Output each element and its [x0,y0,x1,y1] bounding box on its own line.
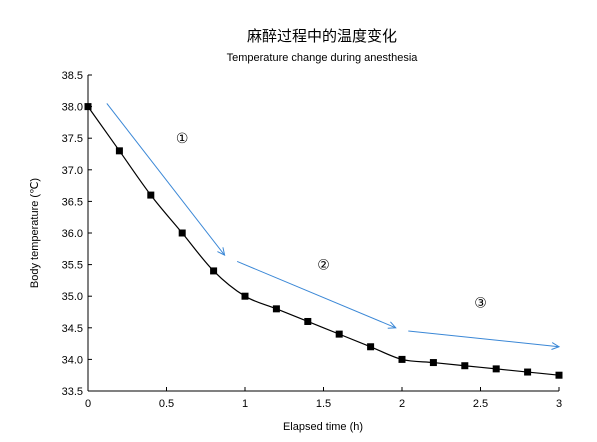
phase-arrow [408,330,560,348]
data-point [492,365,500,373]
y-tick-label: 35.5 [62,260,83,272]
x-tick-label: 0 [85,398,91,410]
y-tick-label: 34.0 [62,354,83,366]
y-tick-label: 38.0 [62,102,83,114]
phase-arrow [106,103,225,256]
data-point [210,267,218,275]
phase-annotations: ① ② ③ [106,103,561,350]
x-axis-label: Elapsed time (h) [283,421,363,433]
phase-label: ③ [474,296,487,312]
y-tick-label: 35.0 [62,291,83,303]
data-point [241,292,249,300]
x-tick-label: 1.5 [316,398,331,410]
data-point [367,343,375,351]
x-tick-label: 2 [399,398,405,410]
data-point [84,103,92,111]
data-point [178,229,186,237]
y-tick-label: 37.5 [62,133,83,145]
data-point [398,355,406,363]
phase-arrow-head [387,321,397,329]
data-point [272,305,280,313]
data-point [461,362,469,370]
phase-arrow [236,260,396,329]
data-point [147,191,155,199]
phase-arrow-head [217,247,226,257]
series-layer [84,103,563,379]
y-ticks: 33.5 34.0 34.5 35.0 35.5 36.0 36.5 37.0 37.5 38.0… [62,70,92,398]
phase-label: ① [176,131,189,147]
x-tick-label: 0.5 [159,398,174,410]
chart-title: 麻醉过程中的温度变化 [247,27,397,45]
axes [87,75,559,392]
chart-subtitle: Temperature change during anesthesia [227,52,419,64]
y-tick-label: 36.5 [62,196,83,208]
phase-label: ② [317,258,330,274]
series-line [87,106,560,376]
y-tick-label: 37.0 [62,165,83,177]
y-tick-label: 38.5 [62,70,83,82]
x-ticks: 0 0.5 1 1.5 2 2.5 3 [85,387,562,410]
data-point [115,147,123,155]
data-point [335,330,343,338]
y-axis-label: Body temperature (℃) [29,178,41,288]
phase-arrow-head [551,342,561,350]
data-point [524,368,532,376]
y-tick-label: 34.5 [62,323,83,335]
x-tick-label: 1 [242,398,248,410]
y-tick-label: 33.5 [62,386,83,398]
data-point [555,371,563,379]
x-tick-label: 2.5 [473,398,488,410]
x-tick-label: 3 [556,398,562,410]
y-tick-label: 36.0 [62,228,83,240]
data-point [429,359,437,367]
data-point [304,317,312,325]
